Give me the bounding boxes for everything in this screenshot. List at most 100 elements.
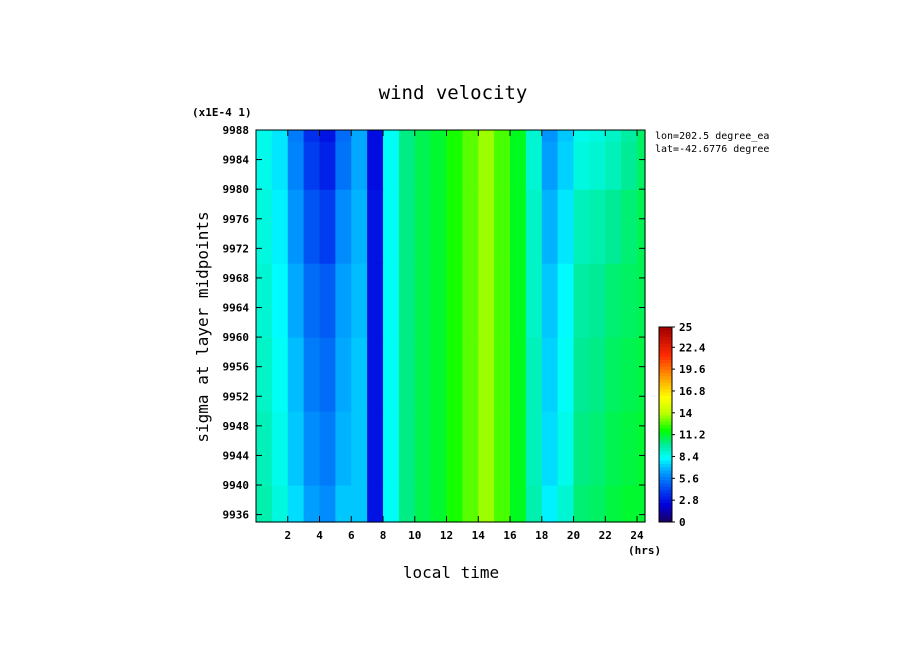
heatmap-cell: [637, 189, 646, 264]
heatmap-cell: [335, 485, 352, 523]
colorbar-swatch: [659, 479, 672, 484]
heatmap-cell: [335, 189, 352, 264]
heatmap-cell: [573, 337, 591, 412]
heatmap-cell: [541, 130, 559, 142]
heatmap-cell: [430, 411, 448, 486]
colorbar-swatch: [659, 512, 672, 516]
chart-title: wind velocity: [379, 82, 528, 104]
heatmap-cell: [256, 337, 273, 412]
heatmap-cell: [351, 189, 368, 264]
heatmap-cell: [446, 141, 464, 190]
colorbar-swatch: [659, 372, 672, 377]
heatmap-cell: [525, 130, 543, 142]
colorbar-swatch: [659, 518, 672, 523]
colorbar-swatch: [659, 340, 672, 344]
heatmap-cell: [462, 130, 479, 142]
heatmap-cell: [446, 130, 464, 142]
heatmap-cell: [303, 189, 321, 264]
heatmap-cell: [271, 485, 289, 523]
heatmap-cell: [398, 411, 416, 486]
heatmap-cell: [510, 189, 527, 264]
heatmap-cell: [589, 263, 606, 338]
heatmap-cell: [462, 141, 479, 190]
heatmap-cell: [541, 337, 559, 412]
heatmap-cell: [256, 130, 273, 142]
heatmap-cell: [303, 485, 321, 523]
colorbar-swatch: [659, 496, 672, 500]
heatmap-cell: [414, 337, 432, 412]
heatmap-cell: [398, 141, 416, 190]
heatmap-cell: [256, 141, 273, 190]
heatmap-cell: [367, 189, 384, 264]
heatmap-cell: [541, 189, 559, 264]
colorbar-tick-label: 8.4: [679, 450, 699, 463]
heatmap-cell: [383, 337, 400, 412]
heatmap-cell: [398, 485, 416, 523]
colorbar-swatch: [659, 483, 672, 487]
colorbar-tick-label: 22.4: [679, 341, 706, 354]
colorbar-swatch: [659, 392, 672, 396]
colorbar-swatch: [659, 463, 672, 468]
annotation-longitude: lon=202.5 degree_ea: [655, 131, 769, 142]
x-axis-title: local time: [403, 563, 499, 582]
x-tick-label: 14: [472, 529, 486, 542]
heatmap-cell: [367, 130, 384, 142]
x-tick-label: 18: [535, 529, 548, 542]
heatmap-cell: [573, 485, 591, 523]
heatmap-cell: [478, 141, 495, 190]
colorbar-swatch: [659, 421, 672, 425]
colorbar-swatch: [659, 473, 672, 477]
heatmap-cell: [430, 485, 448, 523]
x-tick-label: 4: [316, 529, 323, 542]
colorbar-swatch: [659, 466, 672, 471]
heatmap-cell: [351, 141, 368, 190]
heatmap-cell: [621, 141, 638, 190]
heatmap-cell: [430, 141, 448, 190]
heatmap-cell: [271, 189, 289, 264]
heatmap-cell: [605, 485, 622, 523]
colorbar-tick-label: 19.6: [679, 363, 706, 376]
heatmap-cell: [383, 189, 400, 264]
heatmap-cell: [637, 141, 646, 190]
heatmap-plot: [256, 130, 646, 523]
heatmap-cell: [525, 411, 543, 486]
heatmap-cell: [589, 337, 606, 412]
colorbar-swatch: [659, 453, 672, 458]
heatmap-cell: [637, 263, 646, 338]
colorbar-frame: [658, 326, 673, 523]
heatmap-cell: [398, 130, 416, 142]
colorbar-swatch: [659, 356, 672, 360]
heatmap-cell: [478, 337, 495, 412]
heatmap-cell: [621, 130, 638, 142]
colorbar-swatch: [659, 333, 672, 338]
heatmap-cell: [494, 141, 511, 190]
y-tick-label: 9984: [223, 154, 250, 167]
heatmap-cell: [271, 337, 289, 412]
colorbar-swatch: [659, 395, 672, 399]
colorbar-tick-label: 2.8: [679, 494, 699, 507]
heatmap-cell: [287, 130, 305, 142]
heatmap-cell: [510, 141, 527, 190]
y-tick-label: 9972: [223, 242, 250, 255]
colorbar-swatch: [659, 327, 672, 331]
heatmap-cell: [383, 130, 400, 142]
x-axis: 2 4 6 8 10 12 14 16 18 20 22 24: [284, 130, 644, 542]
heatmap-cell: [319, 411, 336, 486]
heatmap-cell: [478, 263, 495, 338]
heatmap-cell: [462, 337, 479, 412]
x-tick-label: 24: [630, 529, 644, 542]
colorbar-swatch: [659, 499, 672, 503]
y-tick-label: 9948: [223, 420, 250, 433]
heatmap-cell: [510, 337, 527, 412]
heatmap-cell: [494, 485, 511, 523]
heatmap-cell: [414, 485, 432, 523]
heatmap-cell: [605, 189, 622, 264]
colorbar-swatch: [659, 427, 672, 432]
colorbar-swatch: [659, 336, 672, 341]
heatmap-cell: [541, 141, 559, 190]
colorbar-swatch: [659, 353, 672, 357]
heatmap-cell: [287, 141, 305, 190]
heatmap-cell: [494, 189, 511, 264]
colorbar-swatch: [659, 437, 672, 442]
